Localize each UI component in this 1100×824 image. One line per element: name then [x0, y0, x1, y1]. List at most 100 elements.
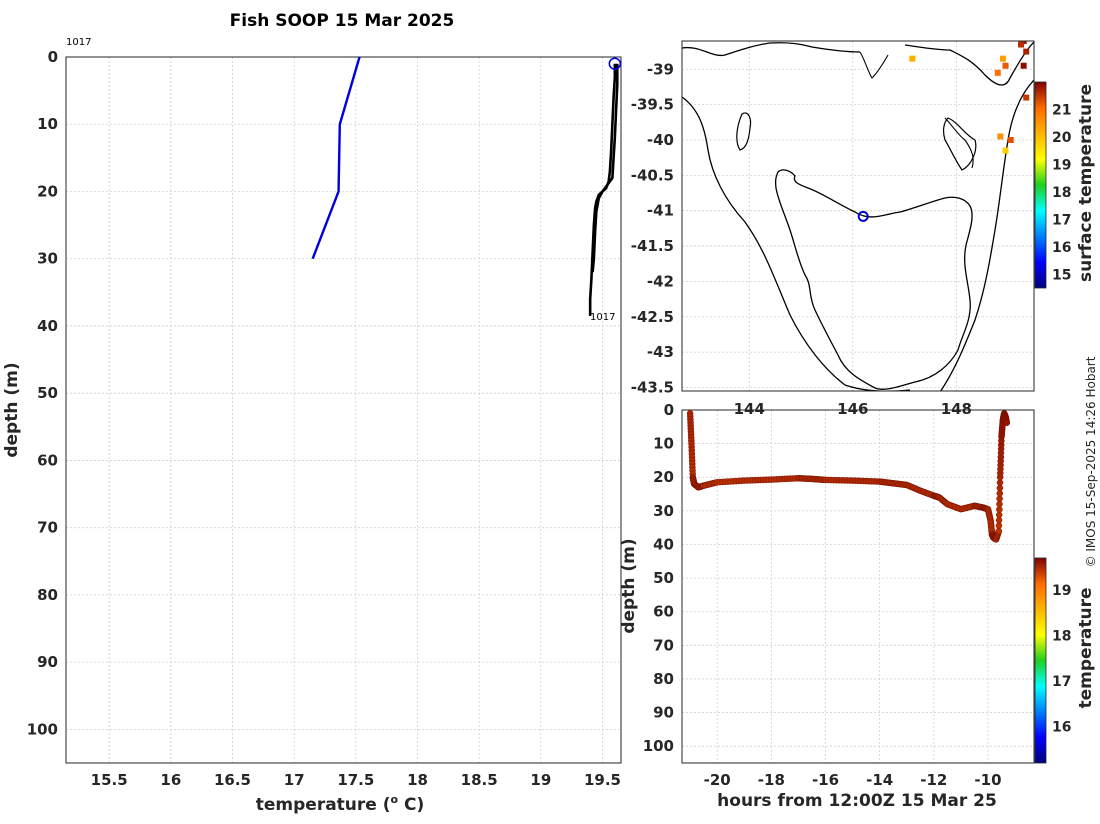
- timeseries-x-ticks: -20 -18 -16 -14 -12 -10: [704, 771, 1002, 789]
- profile-x-label-sup: o: [391, 793, 399, 806]
- timeseries-x-tick-label: -16: [812, 771, 839, 789]
- timeseries-x-tick-label: -14: [866, 771, 893, 789]
- timeseries-point: [996, 490, 1003, 497]
- profile-x-ticks: 15.5 16 16.5 17 17.5 18 18.5 19 19.5: [91, 771, 621, 789]
- profile-bottom-label: 1017: [590, 312, 615, 323]
- profile-x-tick-label: 15.5: [91, 771, 128, 789]
- map-shelf-contour: [682, 79, 1034, 391]
- profile-x-label-end: C): [398, 795, 424, 815]
- map-tasmania: [774, 169, 973, 390]
- map-colorbar-tick-label: 20: [1052, 130, 1072, 146]
- map-y-tick-label: -40: [647, 131, 674, 149]
- map-sst-pixel: [909, 55, 916, 62]
- profile-x-tick-label: 16: [160, 771, 181, 789]
- profile-series: [311, 57, 621, 316]
- profile-gridlines: [66, 56, 621, 763]
- map-sst-pixel: [1002, 147, 1009, 154]
- map-y-tick-label: -41.5: [631, 237, 674, 255]
- map-sst-pixels: [909, 41, 1030, 154]
- profile-y-tick-label: 60: [37, 451, 58, 469]
- profile-y-tick-label: 50: [37, 384, 58, 402]
- map-bay-coast: [859, 51, 974, 169]
- map-colorbar-ticks: 15 16 17 18 19 20 21: [1052, 102, 1072, 283]
- map-mainland-coast: [682, 41, 1034, 86]
- map-colorbar-tick-label: 17: [1052, 212, 1071, 228]
- profile-axes-frame: [65, 56, 622, 764]
- timeseries-point: [996, 500, 1003, 508]
- timeseries-x-tick-label: -12: [920, 771, 947, 789]
- map-position-marker: [857, 210, 869, 222]
- timeseries-y-axis-label: depth (m): [619, 538, 639, 633]
- profile-line: [311, 57, 361, 260]
- timeseries-point: [996, 506, 1003, 513]
- map-sst-pixel: [1020, 62, 1027, 69]
- timeseries-point: [996, 479, 1004, 486]
- map-sst-pixel: [1007, 136, 1014, 143]
- profile-line: [591, 63, 619, 273]
- timeseries-colorbar: [1034, 557, 1047, 764]
- profile-y-tick-label: 80: [37, 586, 58, 604]
- profile-x-label-main: temperature (: [256, 795, 391, 815]
- map-sst-pixel: [1023, 94, 1030, 101]
- timeseries-track: [686, 410, 1011, 543]
- map-x-ticks: 144 146 148: [734, 400, 972, 418]
- timeseries-point: [995, 517, 1003, 524]
- map-land: [682, 41, 1034, 391]
- profile-top-label: 1017: [66, 37, 91, 48]
- chart-title: Fish SOOP 15 Mar 2025: [230, 11, 455, 31]
- map-colorbar-tick-label: 16: [1052, 240, 1071, 256]
- map-king-island: [736, 112, 752, 151]
- map-y-tick-label: -42.5: [631, 308, 674, 326]
- timeseries-colorbar-tick-label: 16: [1052, 720, 1071, 736]
- credit-text: © IMOS 15-Sep-2025 14:26 Hobart: [1084, 356, 1098, 567]
- map-y-tick-label: -43.5: [631, 378, 674, 396]
- map-x-tick-label: 144: [734, 400, 765, 418]
- map-colorbar-label: surface temperature: [1076, 84, 1096, 282]
- map-sst-pixel: [1023, 48, 1030, 55]
- profile-y-tick-label: 0: [48, 48, 58, 66]
- map-sst-pixel: [1018, 41, 1025, 48]
- timeseries-colorbar-tick-label: 18: [1052, 628, 1071, 644]
- map-x-tick-label: 146: [837, 400, 868, 418]
- map-y-tick-label: -42: [647, 272, 674, 290]
- timeseries-y-tick-label: 40: [653, 535, 674, 553]
- map-y-ticks: -39 -39.5 -40 -40.5 -41 -41.5 -42 -42.5 -43 -43.5: [631, 60, 674, 396]
- timeseries-y-tick-label: 50: [653, 569, 674, 587]
- profile-x-tick-label: 16.5: [214, 771, 251, 789]
- profile-chart: 15.5 16 16.5 17 17.5 18 18.5 19 19.5 0 10 20 30 40 50…: [2, 37, 622, 815]
- profile-x-tick-label: 18.5: [461, 771, 498, 789]
- timeseries-x-axis-label: hours from 12:00Z 15 Mar 25: [717, 791, 997, 811]
- timeseries-y-tick-label: 0: [664, 401, 674, 419]
- profile-y-tick-label: 10: [37, 115, 58, 133]
- timeseries-y-ticks: 0 10 20 30 40 50 60 70 80 90 100: [643, 401, 674, 755]
- map-y-tick-label: -41: [647, 202, 674, 220]
- profile-x-tick-label: 17.5: [337, 771, 374, 789]
- profile-y-axis-label: depth (m): [2, 362, 22, 457]
- map-y-tick-label: -40.5: [631, 166, 674, 184]
- map-axes-frame: [681, 40, 1035, 392]
- timeseries-point: [995, 511, 1003, 519]
- map-colorbar-tick-label: 15: [1052, 267, 1071, 283]
- timeseries-point: [1003, 419, 1011, 427]
- profile-x-tick-label: 17: [284, 771, 305, 789]
- timeseries-y-tick-label: 90: [653, 704, 674, 722]
- profile-x-tick-label: 19: [530, 771, 551, 789]
- timeseries-point: [995, 522, 1003, 529]
- map-x-tick-label: 148: [941, 400, 972, 418]
- timeseries-y-tick-label: 30: [653, 502, 674, 520]
- map-colorbar: [1034, 81, 1047, 289]
- timeseries-y-tick-label: 70: [653, 636, 674, 654]
- map-y-tick-label: -39.5: [631, 96, 674, 114]
- profile-surface-marker: [608, 57, 621, 70]
- timeseries-y-tick-label: 100: [643, 737, 674, 755]
- profile-x-tick-label: 18: [407, 771, 428, 789]
- map-colorbar-tick-label: 21: [1052, 102, 1071, 118]
- profile-x-axis-label: temperature (o C): [256, 793, 425, 815]
- timeseries-colorbar-label: temperature: [1076, 587, 1096, 708]
- timeseries-point: [996, 495, 1003, 503]
- map-flinders-island: [942, 117, 977, 171]
- map-y-tick-label: -39: [647, 60, 674, 78]
- map-y-tick-label: -43: [647, 343, 674, 361]
